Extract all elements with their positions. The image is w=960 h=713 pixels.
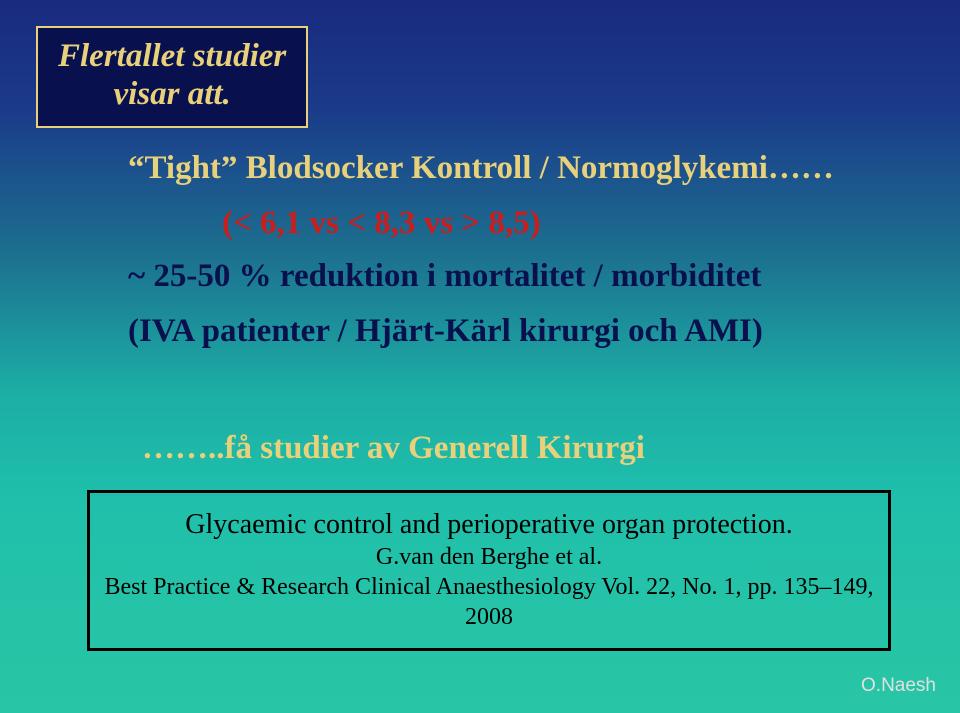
title-line-1: Flertallet studier	[58, 38, 286, 76]
reference-title: Glycaemic control and perioperative orga…	[104, 507, 874, 542]
red-range-text: (< 6,1 vs < 8,3 vs > 8,5)	[222, 205, 541, 242]
reference-citation: Best Practice & Research Clinical Anaest…	[104, 572, 874, 632]
title-box: Flertallet studier visar att.	[36, 26, 308, 128]
body-line-reduction: ~ 25-50 % reduktion i mortalitet / morbi…	[128, 258, 761, 295]
yellow-studies-text: ……..få studier av Generell Kirurgi	[142, 430, 645, 467]
body-line-patients: (IVA patienter / Hjärt-Kärl kirurgi och …	[128, 313, 763, 350]
title-line-2: visar att.	[58, 76, 286, 114]
reference-box: Glycaemic control and perioperative orga…	[87, 490, 891, 651]
slide: Flertallet studier visar att. “Tight” Bl…	[0, 0, 960, 713]
reference-author: G.van den Berghe et al.	[104, 542, 874, 572]
footer-author: O.Naesh	[861, 675, 936, 697]
subtitle-text: “Tight” Blodsocker Kontroll / Normoglyke…	[128, 150, 834, 187]
